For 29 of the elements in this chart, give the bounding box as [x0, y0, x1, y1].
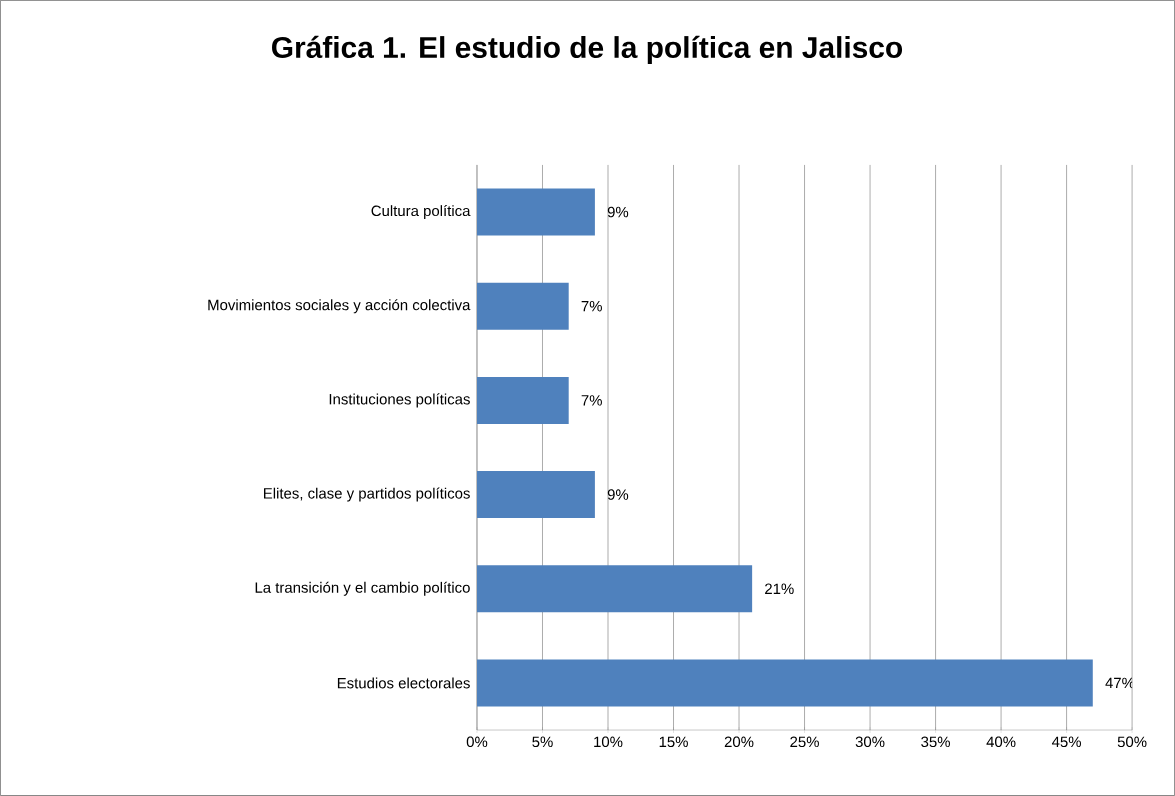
x-tick-label: 0% [466, 736, 488, 748]
y-tick-label: La transición y el cambio político [255, 581, 470, 596]
x-tick-label: 5% [532, 736, 553, 748]
y-tick-label: Movimientos sociales y acción colectiva [208, 299, 471, 314]
x-tick-label: 30% [855, 736, 885, 748]
bar [476, 188, 595, 236]
x-tick-label: 45% [1051, 736, 1081, 748]
bar [476, 659, 1093, 707]
x-tick-label: 35% [921, 736, 950, 748]
bar [476, 376, 569, 424]
bar [476, 471, 595, 519]
bar [476, 282, 569, 330]
x-tick-label: 20% [724, 736, 754, 748]
x-tick-label: 40% [986, 736, 1016, 748]
x-tick-label: 25% [790, 736, 819, 748]
x-tick-label: 15% [659, 736, 688, 748]
y-tick-label: Instituciones políticas [329, 393, 470, 408]
y-tick-label: Elites, clase y partidos políticos [264, 487, 470, 502]
y-tick-label: Cultura política [371, 205, 471, 220]
x-tick-label: 50% [1117, 736, 1147, 748]
chart-title: Gráfica 1. El estudio de la política en Jalisco [272, 35, 903, 64]
data-label: 9% [607, 489, 629, 500]
y-tick-label: Estudios electorales [337, 677, 470, 689]
data-label: 7% [581, 301, 602, 312]
data-label: 21% [765, 583, 794, 595]
data-label: 7% [581, 395, 602, 406]
bar [476, 565, 753, 613]
x-tick-label: 10% [594, 736, 623, 748]
data-label: 9% [607, 206, 629, 218]
